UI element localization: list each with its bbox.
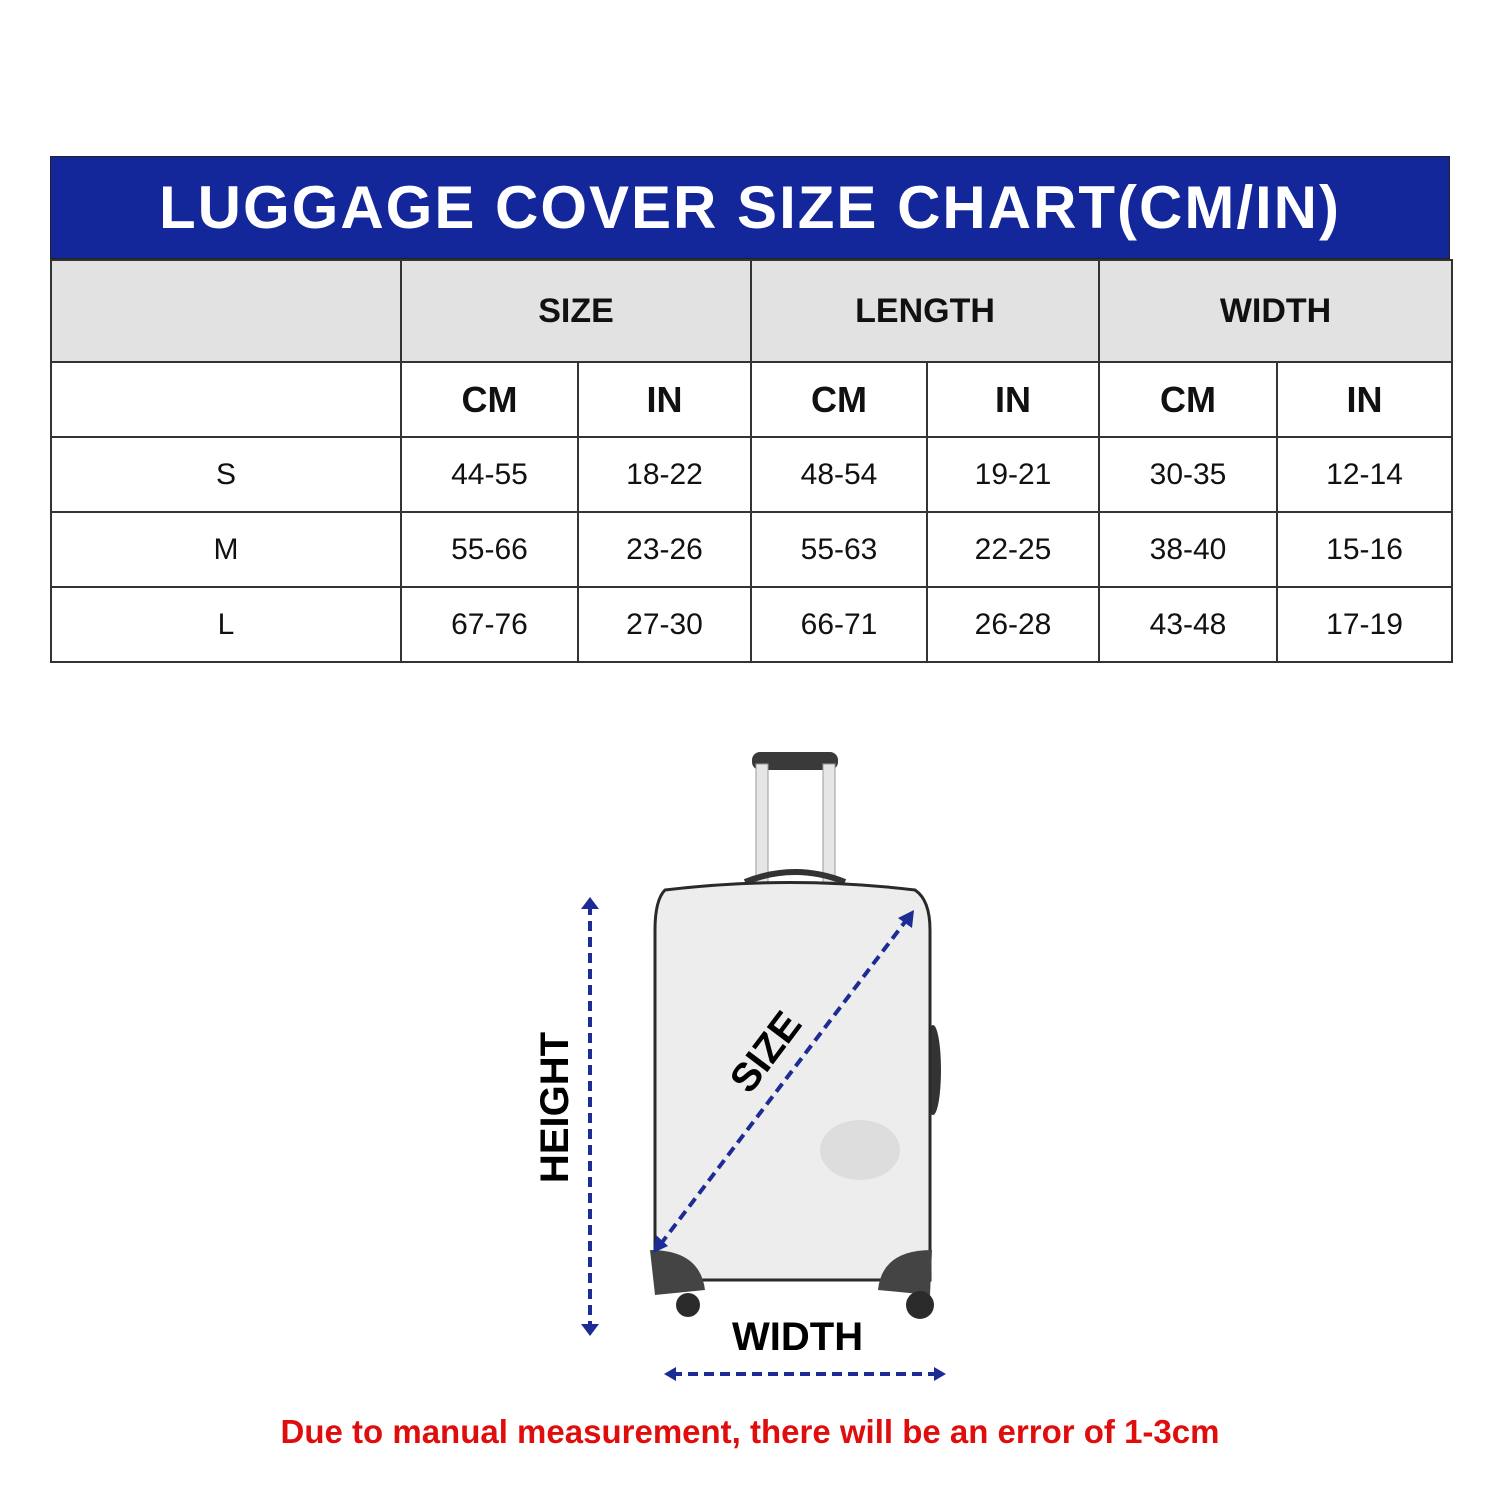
unit-header: IN xyxy=(1276,361,1454,438)
table-cell: S xyxy=(50,436,402,513)
table-cell: 38-40 xyxy=(1098,511,1279,588)
table-cell: 18-22 xyxy=(576,436,753,513)
luggage-illustration xyxy=(650,752,941,1319)
table-cell: 12-14 xyxy=(1276,436,1454,513)
table-row: L 67-76 27-30 66-71 26-28 43-48 17-19 xyxy=(50,586,1454,663)
unit-header xyxy=(50,361,402,438)
size-table: SIZE LENGTH WIDTH CM IN CM IN CM IN S 44… xyxy=(50,259,1454,663)
group-header-size: SIZE xyxy=(399,259,753,363)
table-cell: 48-54 xyxy=(750,436,929,513)
unit-header: IN xyxy=(576,361,753,438)
group-header-width: WIDTH xyxy=(1098,259,1454,363)
measurement-note: Due to manual measurement, there will be… xyxy=(280,1413,1220,1450)
arrowhead-icon xyxy=(581,897,599,909)
table-cell: 67-76 xyxy=(400,586,579,663)
size-arrow-line xyxy=(658,916,910,1247)
width-label: WIDTH xyxy=(732,1315,864,1359)
unit-header: CM xyxy=(750,361,929,438)
group-header-length: LENGTH xyxy=(750,259,1101,363)
unit-header: CM xyxy=(400,361,579,438)
table-cell: 17-19 xyxy=(1276,586,1454,663)
table-cell: 55-63 xyxy=(750,511,929,588)
arrowhead-icon xyxy=(653,1235,668,1253)
table-cell: 43-48 xyxy=(1098,586,1279,663)
table-cell: 44-55 xyxy=(400,436,579,513)
height-label: HEIGHT xyxy=(533,1031,578,1184)
unit-header-row: CM IN CM IN CM IN xyxy=(50,361,1454,438)
arrowhead-icon xyxy=(898,910,914,928)
arrowhead-icon xyxy=(664,1367,676,1381)
table-cell: 19-21 xyxy=(926,436,1101,513)
table-cell: L xyxy=(50,586,402,663)
table-row: M 55-66 23-26 55-63 22-25 38-40 15-16 xyxy=(50,511,1454,588)
table-cell: 66-71 xyxy=(750,586,929,663)
table-cell: M xyxy=(50,511,402,588)
unit-header: CM xyxy=(1098,361,1279,438)
table-cell: 22-25 xyxy=(926,511,1101,588)
chart-title: LUGGAGE COVER SIZE CHART(CM/IN) xyxy=(50,156,1450,259)
table-cell: 27-30 xyxy=(576,586,753,663)
group-header-row: SIZE LENGTH WIDTH xyxy=(50,259,1454,363)
unit-header: IN xyxy=(926,361,1101,438)
table-cell: 15-16 xyxy=(1276,511,1454,588)
table-cell: 30-35 xyxy=(1098,436,1279,513)
arrowhead-icon xyxy=(934,1367,946,1381)
table-row: S 44-55 18-22 48-54 19-21 30-35 12-14 xyxy=(50,436,1454,513)
table-cell: 26-28 xyxy=(926,586,1101,663)
arrowhead-icon xyxy=(581,1324,599,1336)
table-cell: 23-26 xyxy=(576,511,753,588)
group-header-blank xyxy=(50,259,402,363)
table-cell: 55-66 xyxy=(400,511,579,588)
